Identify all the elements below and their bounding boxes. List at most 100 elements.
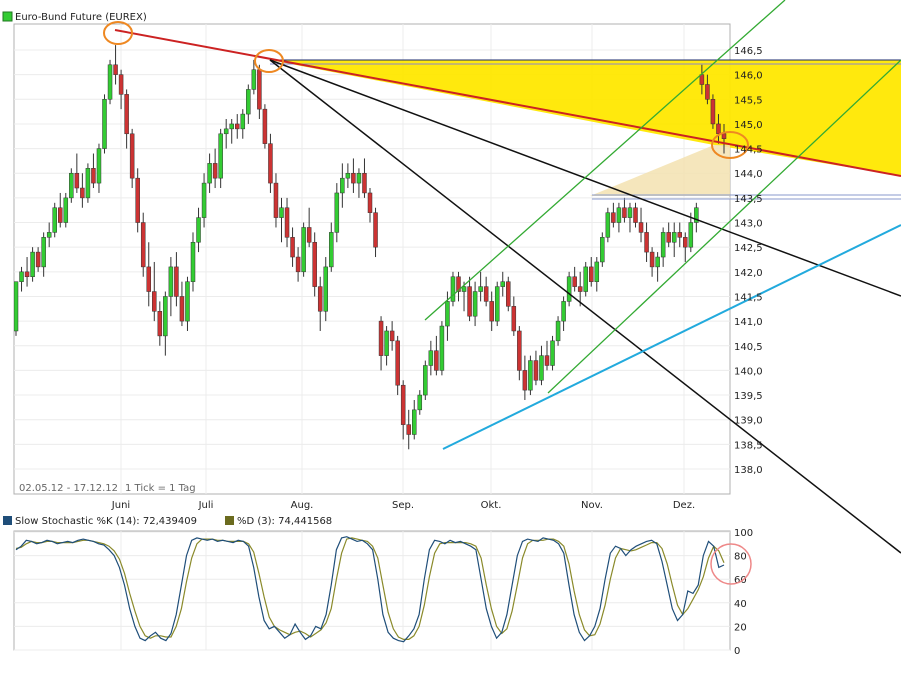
green-channel-upper: [424, 0, 786, 321]
candle-body: [450, 276, 456, 302]
candle-body: [185, 281, 190, 322]
time-tick-label: Juni: [111, 500, 130, 511]
price-tick-label: 142,0: [734, 268, 763, 279]
candle-body: [179, 296, 185, 322]
time-tick-label: Nov.: [581, 500, 603, 511]
candle-body: [605, 212, 611, 238]
candle-body: [389, 330, 395, 342]
candle-body: [52, 207, 57, 233]
candle-body: [384, 330, 389, 356]
stochastic-tick-label: 60: [734, 575, 747, 586]
candle-body: [85, 168, 91, 199]
candle-body: [268, 143, 273, 184]
candle-body: [500, 281, 505, 287]
candle-body: [46, 232, 52, 238]
candle-body: [152, 291, 157, 312]
candle-body: [400, 384, 406, 425]
green-channel-lower: [547, 59, 901, 394]
candle-body: [329, 232, 334, 268]
candle-body: [317, 286, 323, 312]
price-tick-label: 138,0: [734, 465, 763, 476]
time-tick-label: Aug.: [291, 500, 314, 511]
candle-body: [434, 350, 439, 371]
candle-body: [417, 394, 423, 411]
candle-body: [340, 177, 345, 194]
candle-body: [306, 227, 312, 243]
candle-body: [428, 350, 434, 366]
price-tick-label: 146,5: [734, 46, 763, 57]
stochastic-d-swatch: [225, 516, 234, 525]
title-legend-swatch: [2, 11, 13, 22]
price-tick-label: 143,0: [734, 219, 763, 230]
candle-body: [694, 207, 699, 223]
candle-body: [456, 276, 461, 292]
candle-body: [478, 286, 483, 292]
stochastic-d-legend: %D (3): 74,441568: [237, 516, 332, 527]
price-tick-label: 145,0: [734, 120, 763, 131]
candle-body: [58, 207, 63, 223]
candle-body: [445, 301, 450, 327]
candle-body: [124, 94, 129, 135]
stochastic-tick-label: 80: [734, 552, 747, 563]
black-trend-line-2: [269, 59, 901, 554]
candle-body: [677, 232, 682, 238]
candle-body: [688, 222, 694, 248]
current-marker: [711, 131, 749, 159]
candle-body: [539, 355, 544, 381]
candle-body: [362, 172, 367, 194]
date-range: 02.05.12 - 17.12.12: [19, 483, 118, 494]
candle-body: [41, 237, 46, 268]
candle-body: [262, 108, 268, 144]
candle-body: [616, 207, 622, 223]
candle-body: [140, 222, 146, 268]
candle-body: [63, 197, 69, 223]
price-tick-label: 138,5: [734, 440, 763, 451]
stochastic-k-line: [15, 536, 725, 643]
channel-fill-zone: [590, 145, 730, 196]
candle-body: [533, 360, 539, 381]
time-tick-label: Okt.: [481, 500, 502, 511]
candle-body: [14, 281, 19, 332]
candle-body: [290, 237, 295, 258]
stochastic-k-swatch: [3, 516, 12, 525]
candle-body: [566, 276, 572, 302]
candle-body: [80, 187, 85, 199]
candle-body: [251, 69, 257, 90]
candle-body: [699, 74, 705, 85]
candle-body: [489, 301, 494, 322]
candle-body: [146, 266, 151, 292]
stochastic-current-marker: [710, 543, 752, 585]
stochastic-tick-label: 0: [734, 646, 740, 657]
candle-body: [683, 237, 688, 248]
price-tick-label: 143,5: [734, 194, 763, 205]
candle-body: [461, 286, 467, 292]
candle-body: [528, 360, 533, 391]
candle-body: [644, 232, 649, 253]
candle-body: [483, 286, 489, 302]
candle-body: [113, 64, 118, 75]
price-tick-label: 140,0: [734, 366, 763, 377]
candle-body: [655, 256, 660, 268]
candle-body: [30, 251, 35, 278]
red-resistance-line: [114, 29, 901, 177]
high-marker-july: [254, 49, 284, 73]
candle-body: [638, 222, 644, 233]
candle-body: [594, 261, 600, 282]
candle-body: [35, 251, 41, 268]
stochastic-tick-label: 100: [734, 528, 753, 539]
candle-body: [550, 340, 555, 366]
candle-body: [373, 212, 378, 248]
candle-body: [345, 172, 351, 179]
candle-body: [284, 207, 290, 238]
candle-body: [295, 256, 301, 273]
price-grid: [14, 24, 730, 494]
candle-body: [19, 271, 24, 282]
candle-body: [24, 271, 30, 278]
candle-body: [600, 237, 605, 263]
candle-body: [201, 182, 207, 218]
candle-body: [611, 212, 616, 223]
blue-support-line: [442, 224, 901, 450]
candle-body: [439, 325, 445, 371]
candle-body: [561, 301, 566, 322]
candle-body: [649, 251, 655, 268]
